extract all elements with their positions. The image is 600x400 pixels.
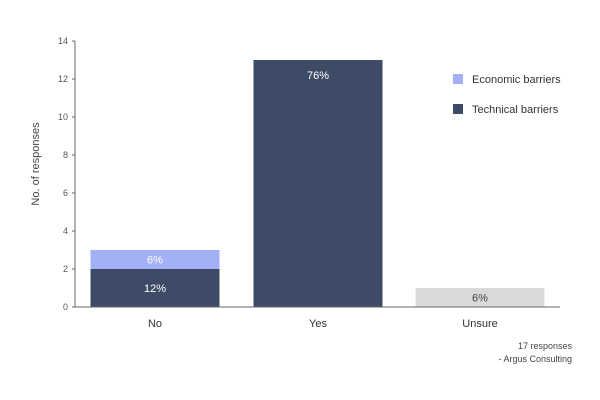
legend-label: Technical barriers (472, 104, 559, 116)
y-tick-label: 8 (63, 150, 68, 160)
response-count-note: 17 responses (517, 341, 572, 351)
legend-swatch (453, 74, 463, 84)
legend: Economic barriers Technical barriers (453, 74, 561, 116)
y-axis-title: No. of responses (30, 122, 42, 206)
y-tick-label: 2 (63, 264, 68, 274)
bar-segment (415, 288, 545, 307)
bar-data-label: 6% (472, 293, 488, 305)
bar-data-label: 6% (147, 255, 163, 267)
x-tick-label: Unsure (462, 318, 497, 330)
bar-data-label: 12% (144, 283, 166, 295)
y-tick-label: 6 (63, 188, 68, 198)
bar-data-label: 76% (307, 70, 329, 82)
y-axis: 0 2 4 6 8 10 12 14 (58, 36, 76, 312)
y-tick-label: 4 (63, 226, 68, 236)
bar-segment (90, 250, 220, 269)
bars: 12% 76% 6% 6% (90, 60, 545, 307)
bar-segment (253, 60, 383, 307)
bar-segment (90, 269, 220, 307)
legend-swatch (453, 104, 463, 114)
x-axis: No Yes Unsure (75, 306, 560, 330)
y-tick-label: 14 (58, 36, 68, 46)
legend-label: Economic barriers (472, 74, 561, 86)
source-note: - Argus Consulting (498, 354, 572, 364)
y-tick-label: 10 (58, 112, 68, 122)
x-tick-label: Yes (309, 318, 327, 330)
x-tick-label: No (148, 318, 162, 330)
y-tick-label: 12 (58, 74, 68, 84)
y-tick-label: 0 (63, 302, 68, 312)
